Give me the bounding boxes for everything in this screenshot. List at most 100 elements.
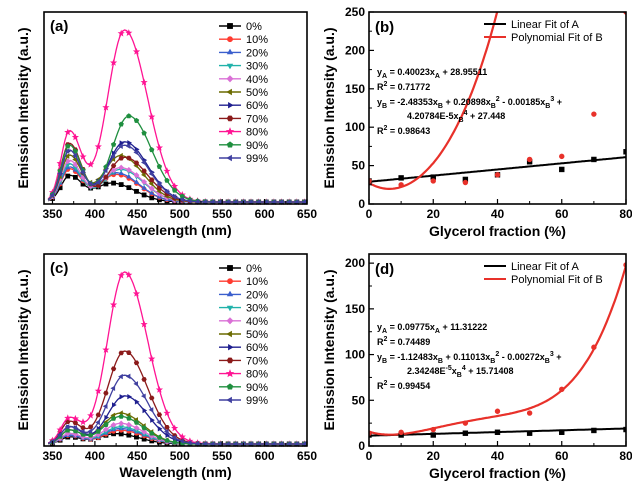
- series-marker-60pct: [119, 394, 125, 400]
- x-tick-label: 450: [127, 207, 147, 221]
- series-marker-40pct: [133, 172, 140, 179]
- series-marker-40pct: [148, 185, 155, 192]
- series-marker-80pct: [171, 182, 179, 190]
- series-marker-90pct: [149, 147, 155, 153]
- series-marker-70pct: [149, 177, 155, 183]
- legend-label: 80%: [246, 127, 268, 139]
- series-marker-99pct: [148, 407, 154, 413]
- legend-label: 40%: [246, 316, 268, 328]
- series-marker-90pct: [141, 425, 147, 431]
- equation-part: 2: [384, 125, 388, 132]
- y-tick-label: 50: [352, 159, 366, 173]
- series-marker-90pct: [95, 428, 101, 434]
- series-marker-99pct: [270, 441, 276, 447]
- series-marker-90pct: [65, 143, 71, 149]
- point-b: [526, 410, 533, 416]
- series-marker-80pct: [102, 103, 110, 111]
- series-marker-90pct: [72, 148, 79, 154]
- legend-label: 50%: [246, 329, 268, 341]
- panel-label: (a): [50, 18, 68, 35]
- point-b: [494, 408, 501, 414]
- series-marker-80pct: [94, 387, 102, 394]
- legend-marker: [225, 127, 235, 136]
- equation-part: + 28.95511: [440, 67, 487, 77]
- x-tick-label: 350: [42, 449, 62, 463]
- series-marker-50pct: [72, 156, 77, 163]
- series-marker-90pct: [126, 113, 132, 119]
- series-marker-80pct: [79, 152, 87, 160]
- series-marker-50pct: [64, 153, 70, 159]
- series-marker-99pct: [301, 441, 307, 447]
- series-marker-99pct: [263, 441, 268, 447]
- series-marker-60pct: [157, 426, 163, 432]
- equation-part: = -2.48353x: [387, 97, 438, 107]
- series-marker-0pct: [134, 188, 139, 194]
- panel-c: 350 400 450 500 550 600 650 Wavelength (nm) Emis…: [15, 253, 317, 480]
- equation-part: = 0.71772: [387, 82, 430, 92]
- series-marker-40pct: [141, 178, 148, 185]
- series-marker-90pct: [133, 419, 140, 425]
- series-marker-99pct: [255, 199, 261, 205]
- series-marker-50pct: [148, 181, 154, 187]
- series-marker-40pct: [118, 420, 125, 427]
- legend-marker: [228, 343, 234, 351]
- x-tick-label: 80: [619, 449, 632, 463]
- series-marker-70pct: [141, 168, 147, 174]
- series-marker-40pct: [102, 426, 109, 433]
- polynomial-fit-line: [369, 12, 499, 190]
- series-marker-40pct: [110, 421, 117, 428]
- series-marker-99pct: [286, 441, 291, 447]
- series-marker-99pct: [118, 143, 123, 150]
- equation-part: = 0.98643: [387, 126, 430, 136]
- series-marker-99pct: [87, 428, 93, 434]
- legend-label: 60%: [246, 342, 268, 354]
- legend-label: 50%: [246, 87, 268, 99]
- series-marker-99pct: [64, 148, 70, 154]
- series-marker-60pct: [165, 432, 171, 439]
- series-marker-99pct: [301, 199, 307, 205]
- panel-label: (b): [375, 19, 394, 36]
- plot-area: [369, 12, 626, 190]
- series-marker-70pct: [141, 377, 147, 382]
- equation-part: B: [382, 103, 387, 110]
- series-marker-80pct: [125, 29, 133, 36]
- legend-label: 99%: [246, 153, 268, 165]
- equation-part: + 0.11013x: [443, 352, 490, 362]
- series-marker-70pct: [156, 412, 163, 418]
- legend-marker: [227, 278, 233, 285]
- fit-equation-line: R2 = 0.99454: [377, 380, 430, 391]
- series-marker-80pct: [155, 385, 163, 393]
- series-marker-99pct: [225, 441, 230, 447]
- y-tick-label: 100: [345, 120, 365, 134]
- equation-part: B: [382, 358, 387, 365]
- series-marker-99pct: [102, 167, 108, 174]
- series-marker-99pct: [209, 199, 215, 205]
- series-marker-99pct: [110, 385, 116, 392]
- series-marker-80pct: [56, 425, 64, 433]
- series-marker-99pct: [179, 438, 184, 444]
- x-tick-label: 600: [255, 207, 275, 221]
- point-a: [526, 430, 533, 436]
- point-b: [430, 426, 436, 433]
- series-marker-80pct: [140, 78, 148, 86]
- series-marker-70pct: [164, 424, 170, 430]
- series-marker-80pct: [102, 346, 110, 353]
- series-marker-80pct: [117, 29, 125, 37]
- series-marker-99pct: [156, 419, 161, 426]
- series-marker-90pct: [103, 421, 109, 428]
- equation-part: A: [435, 73, 440, 80]
- equation-part: - 0.00185x: [500, 97, 546, 107]
- series-marker-99pct: [179, 196, 184, 203]
- series-marker-40pct: [110, 167, 117, 174]
- series-marker-99pct: [64, 424, 70, 430]
- equation-part: B: [459, 117, 464, 124]
- legend-marker: [226, 75, 234, 83]
- equation-part: R: [377, 126, 384, 136]
- legend-marker: [226, 357, 234, 364]
- point-a: [494, 429, 501, 435]
- series-marker-99pct: [56, 431, 62, 438]
- x-axis-label: Glycerol fraction (%): [429, 223, 566, 239]
- series-marker-80pct: [148, 112, 156, 120]
- y-tick-label: 150: [345, 302, 365, 316]
